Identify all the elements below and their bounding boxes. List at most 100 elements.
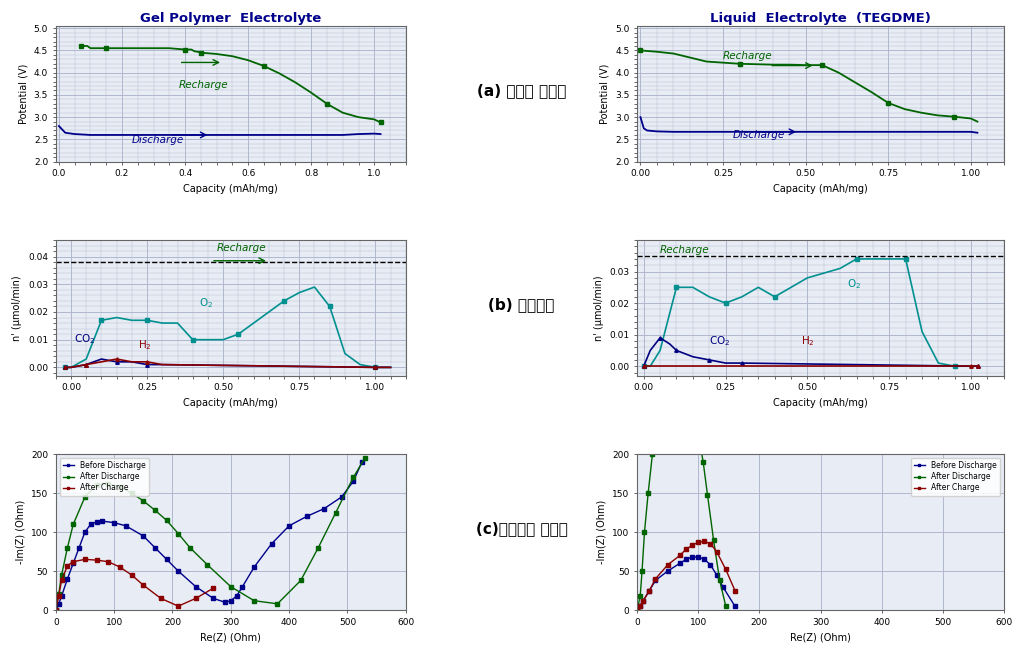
After Charge [705,540,717,548]
After Discharge [295,576,307,584]
After Discharge [225,583,237,591]
Before Discharge [172,567,185,575]
After Discharge [671,399,683,407]
Text: Recharge: Recharge [217,243,267,253]
Before Discharge [318,505,331,513]
Before Discharge [230,592,242,600]
Before Discharge [108,519,121,526]
Y-axis label: n' (μmol/min): n' (μmol/min) [12,275,22,341]
Before Discharge [347,478,359,485]
After Discharge [636,567,648,575]
Text: Recharge: Recharge [723,51,773,61]
After Charge [720,565,732,573]
Before Discharge [631,606,643,614]
Before Discharge [79,528,91,536]
Title: Gel Polymer  Electrolyte: Gel Polymer Electrolyte [140,12,321,25]
After Discharge [56,571,68,579]
After Charge [172,602,185,610]
X-axis label: Capacity (mAh/mg): Capacity (mAh/mg) [773,398,868,408]
Y-axis label: -Im(Z) (Ohm): -Im(Z) (Ohm) [596,500,606,564]
After Charge [637,597,649,605]
After Discharge [202,561,214,569]
After Charge [79,556,91,563]
After Discharge [50,606,62,614]
Before Discharge [300,513,312,520]
After Charge [114,563,126,571]
X-axis label: Re(Z) (Ohm): Re(Z) (Ohm) [790,632,851,643]
After Discharge [126,489,138,497]
After Discharge [646,450,658,458]
After Discharge [330,509,342,517]
Before Discharge [699,556,711,563]
After Discharge [347,474,359,482]
After Discharge [686,413,699,421]
Title: Liquid  Electrolyte  (TEGDME): Liquid Electrolyte (TEGDME) [710,12,931,25]
Before Discharge [686,553,699,561]
After Charge [67,557,79,565]
Y-axis label: n' (μmol/min): n' (μmol/min) [594,275,604,341]
After Discharge [697,458,709,466]
Y-axis label: -Im(Z) (Ohm): -Im(Z) (Ohm) [15,500,25,564]
Before Discharge [85,520,97,528]
Legend: Before Discharge, After Discharge, After Charge: Before Discharge, After Discharge, After… [60,458,149,496]
X-axis label: Capacity (mAh/mg): Capacity (mAh/mg) [773,184,868,194]
After Discharge [708,536,720,544]
After Discharge [79,493,91,501]
Before Discharge [90,518,102,526]
Before Discharge [137,532,149,540]
After Charge [631,606,643,614]
After Charge [137,582,149,589]
Text: H$_2$: H$_2$ [801,334,814,348]
Text: Discharge: Discharge [132,135,184,145]
After Discharge [720,602,732,610]
Before Discharge [649,576,661,584]
After Discharge [714,576,726,584]
After Charge [126,571,138,579]
Before Discharge [67,559,79,567]
After Discharge [661,399,673,407]
Text: CO$_2$: CO$_2$ [709,334,730,348]
Before Discharge [248,563,261,571]
X-axis label: Capacity (mAh/mg): Capacity (mAh/mg) [184,184,278,194]
Line: Before Discharge: Before Discharge [54,460,364,612]
Text: CO$_2$: CO$_2$ [74,332,95,347]
After Discharge [62,544,74,552]
Text: (c)임피던스 그래프: (c)임피던스 그래프 [476,521,568,537]
After Discharge [184,544,196,552]
After Charge [693,538,705,546]
Before Discharge [336,493,348,501]
After Discharge [53,591,65,598]
After Discharge [702,491,714,498]
Before Discharge [637,597,649,605]
Before Discharge [717,583,729,591]
Text: Discharge: Discharge [733,130,785,140]
Text: H$_2$: H$_2$ [138,338,152,352]
After Discharge [634,592,646,600]
After Discharge [312,544,324,552]
Before Discharge [705,561,717,569]
After Discharge [149,506,161,514]
After Charge [56,576,68,584]
Before Discharge [711,571,723,579]
Before Discharge [62,575,74,583]
After Discharge [642,489,654,497]
Line: After Discharge: After Discharge [636,402,727,612]
X-axis label: Capacity (mAh/mg): Capacity (mAh/mg) [184,398,278,408]
After Discharge [652,415,664,422]
After Charge [50,606,62,614]
Text: (a) 충방전 그래프: (a) 충방전 그래프 [477,84,566,99]
X-axis label: Re(Z) (Ohm): Re(Z) (Ohm) [201,632,262,643]
Before Discharge [190,583,202,591]
Before Discharge [73,544,85,552]
After Discharge [160,517,172,524]
After Discharge [680,403,693,411]
Before Discharge [674,559,686,567]
After Charge [190,594,202,602]
Y-axis label: Potential (V): Potential (V) [18,64,28,124]
After Charge [207,584,219,592]
Before Discharge [207,594,219,602]
Before Discharge [634,602,646,610]
Before Discharge [219,598,231,606]
Before Discharge [160,556,172,563]
After Discharge [359,454,371,462]
